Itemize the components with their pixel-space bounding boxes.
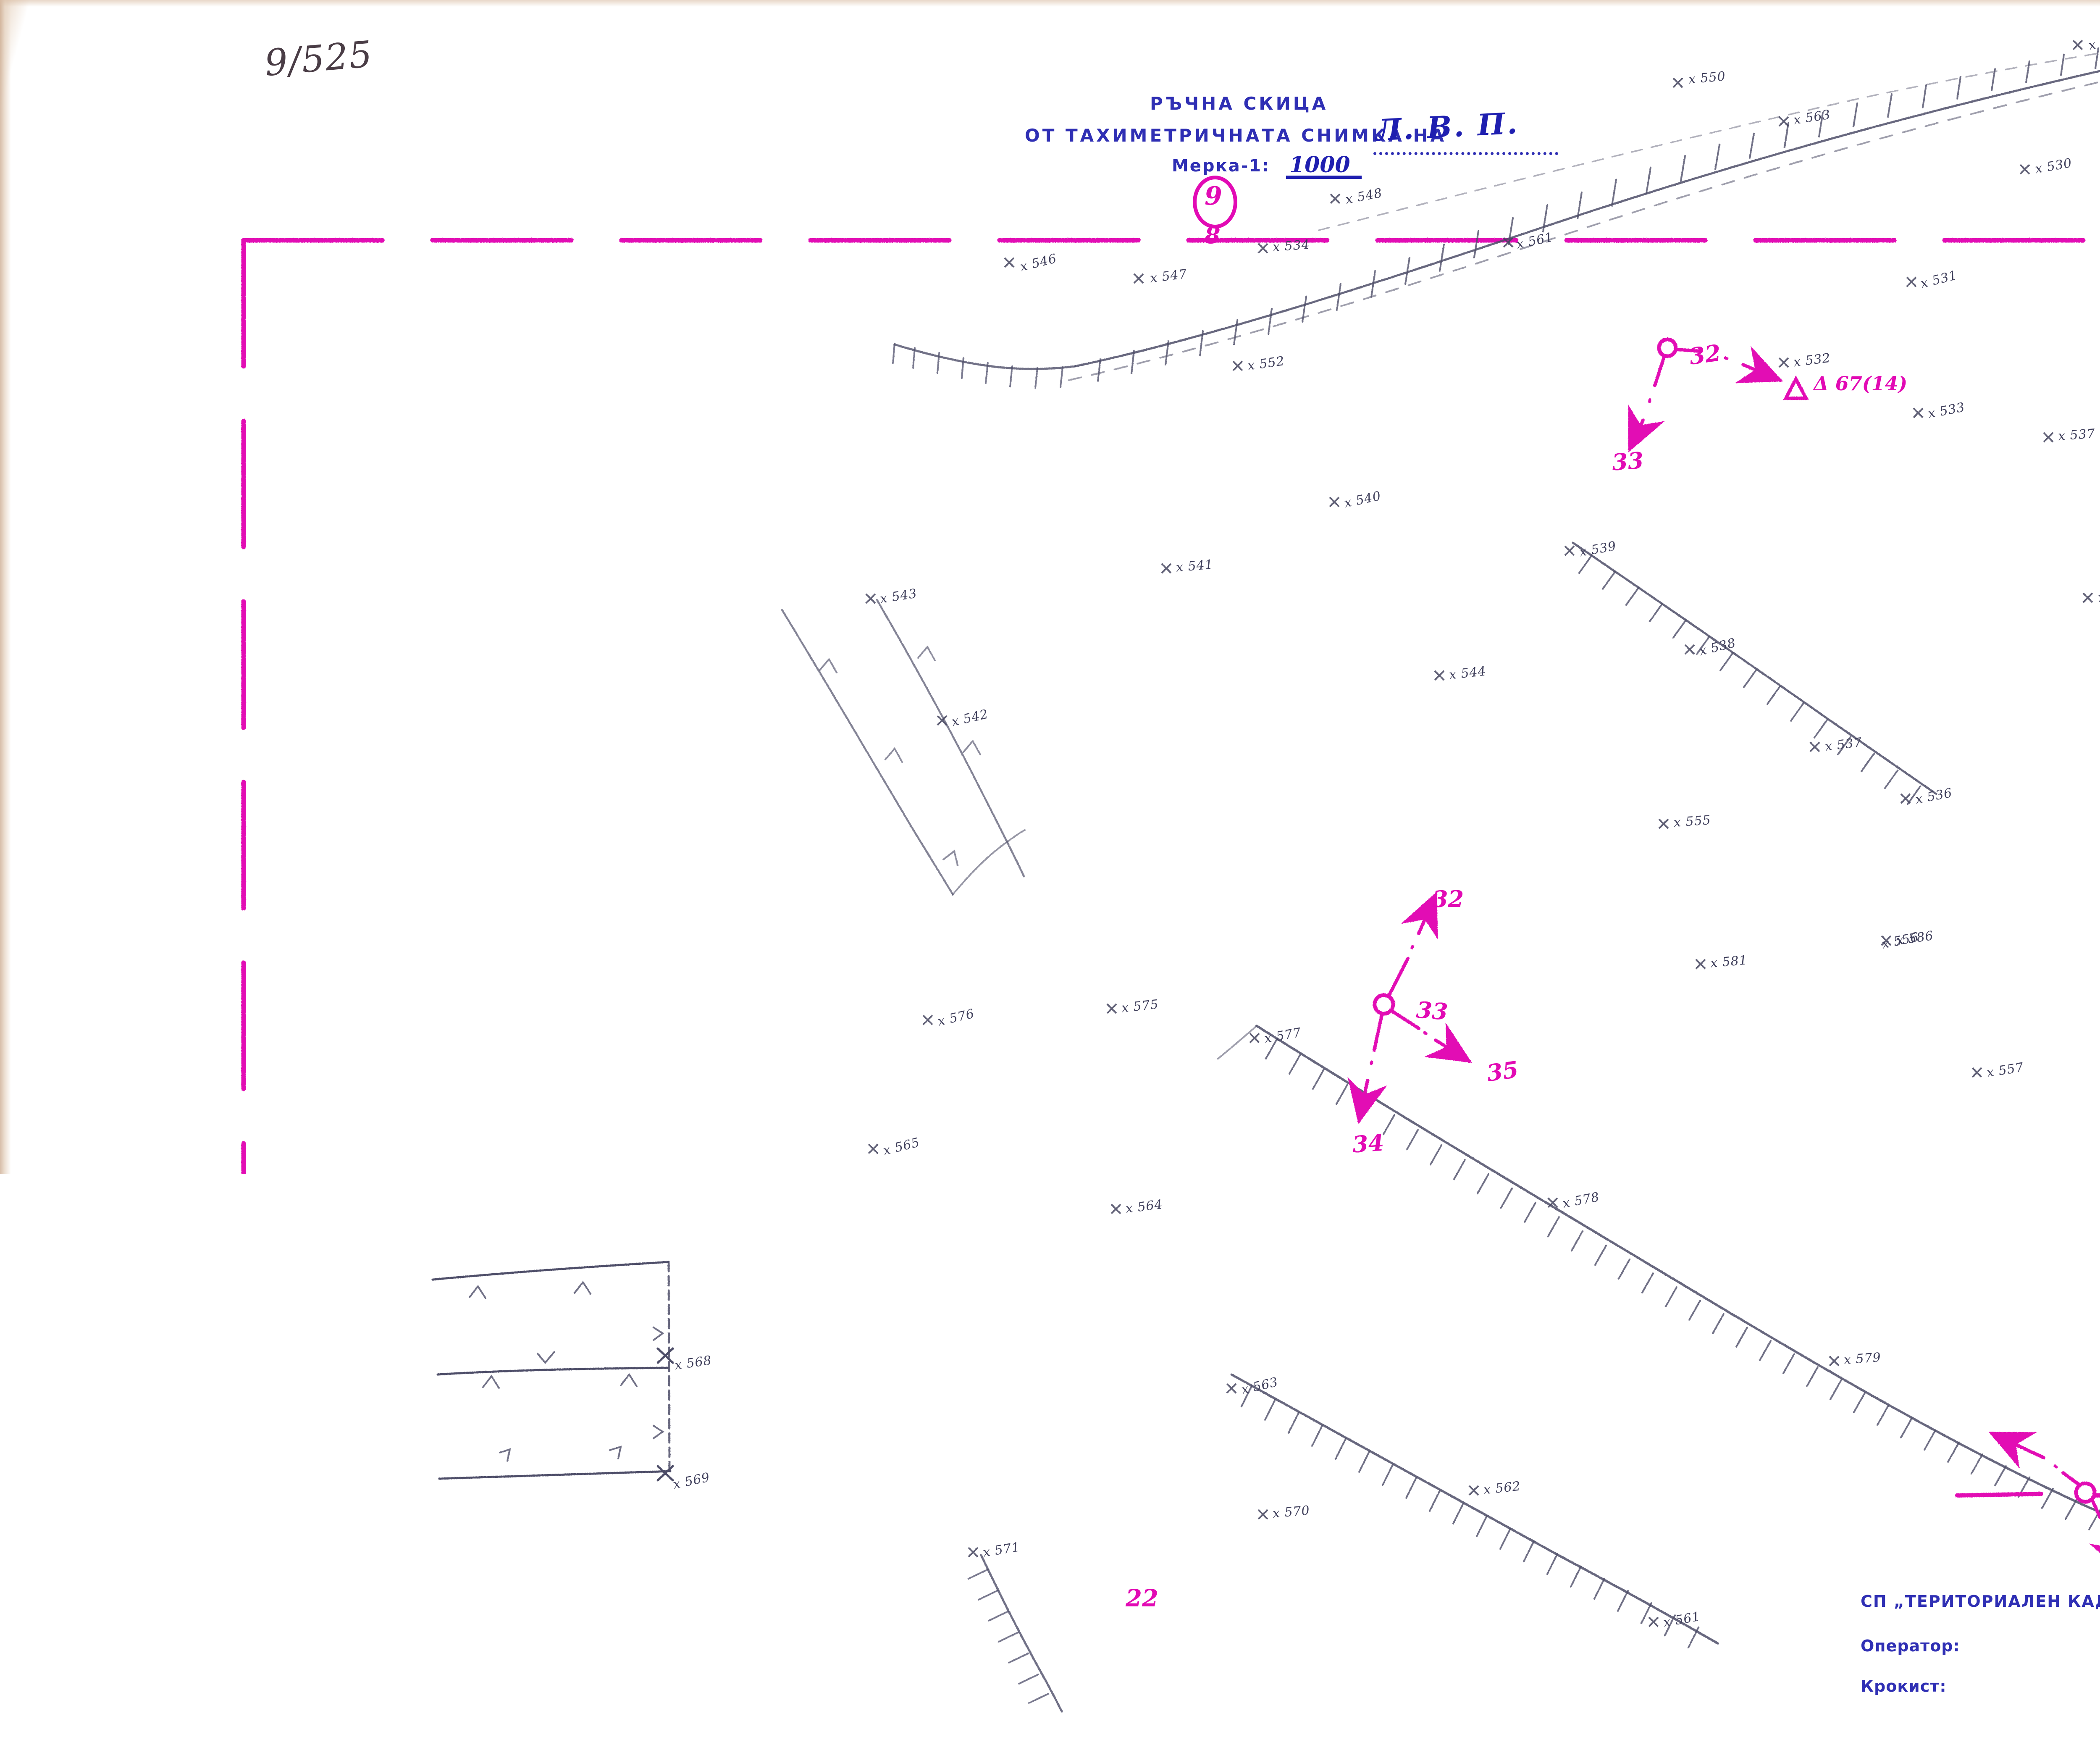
- sheet-index-below: 8: [1205, 222, 1221, 249]
- direction-label-32-0: 32: [1688, 339, 1722, 370]
- scan-edge-top: [0, 0, 2100, 7]
- direction-label-34-5: 34: [1352, 1129, 1385, 1158]
- escarpment-lines: [782, 26, 2100, 1711]
- spot-height-579: x 579: [1843, 1350, 1882, 1367]
- triangulation-label-1: Δ 67(14): [1814, 372, 1907, 395]
- footer-organisation: СП „ТЕРИТОРИАЛЕН КАДАСТЪР“-СОФИЯ: [1861, 1592, 2100, 1611]
- spot-height-534: x 534: [1272, 237, 1310, 255]
- scanned-field-sketch: 9/525 РЪЧНА СКИЦА ОТ ТАХИМЕТРИЧНАТА СНИМ…: [0, 0, 2100, 1753]
- sheet-frame: [244, 240, 2100, 1502]
- sheet-title-line1: РЪЧНА СКИЦА: [1150, 93, 1328, 114]
- footer-draftsman-label: Крокист:: [1861, 1677, 1947, 1695]
- scale-label: Мерка-1:: [1172, 156, 1270, 176]
- spot-height-537: x 537: [2058, 426, 2096, 444]
- direction-label-35-4: 35: [1485, 1056, 1520, 1087]
- direction-label-33-1: 33: [1611, 447, 1644, 476]
- direction-label-32-2: 32: [1432, 886, 1464, 912]
- contents-value: т 32; т 33; т 35: [554, 1613, 761, 1638]
- spot-height-crosses: [866, 29, 2100, 1627]
- survey-area-underline: [1373, 152, 1558, 155]
- station-33-marker: [1375, 995, 1393, 1014]
- contents-label: Съдържание:: [332, 1613, 501, 1638]
- terrace-building: [433, 1262, 673, 1480]
- scan-edge-bottom: [0, 1745, 2100, 1753]
- scan-edge-left: [0, 0, 11, 1753]
- spot-height-555: x 555: [1673, 813, 1712, 830]
- direction-label-33-3: 33: [1415, 996, 1449, 1025]
- sheet-index-bottom: 22: [1126, 1585, 1158, 1612]
- sheet-index-circled: 9: [1205, 181, 1222, 211]
- station-32-marker: [1659, 339, 1676, 356]
- scale-value[interactable]: 1000: [1289, 152, 1350, 178]
- scale-value-underline: [1286, 176, 1362, 179]
- footer-operator-label: Оператор:: [1861, 1637, 1960, 1655]
